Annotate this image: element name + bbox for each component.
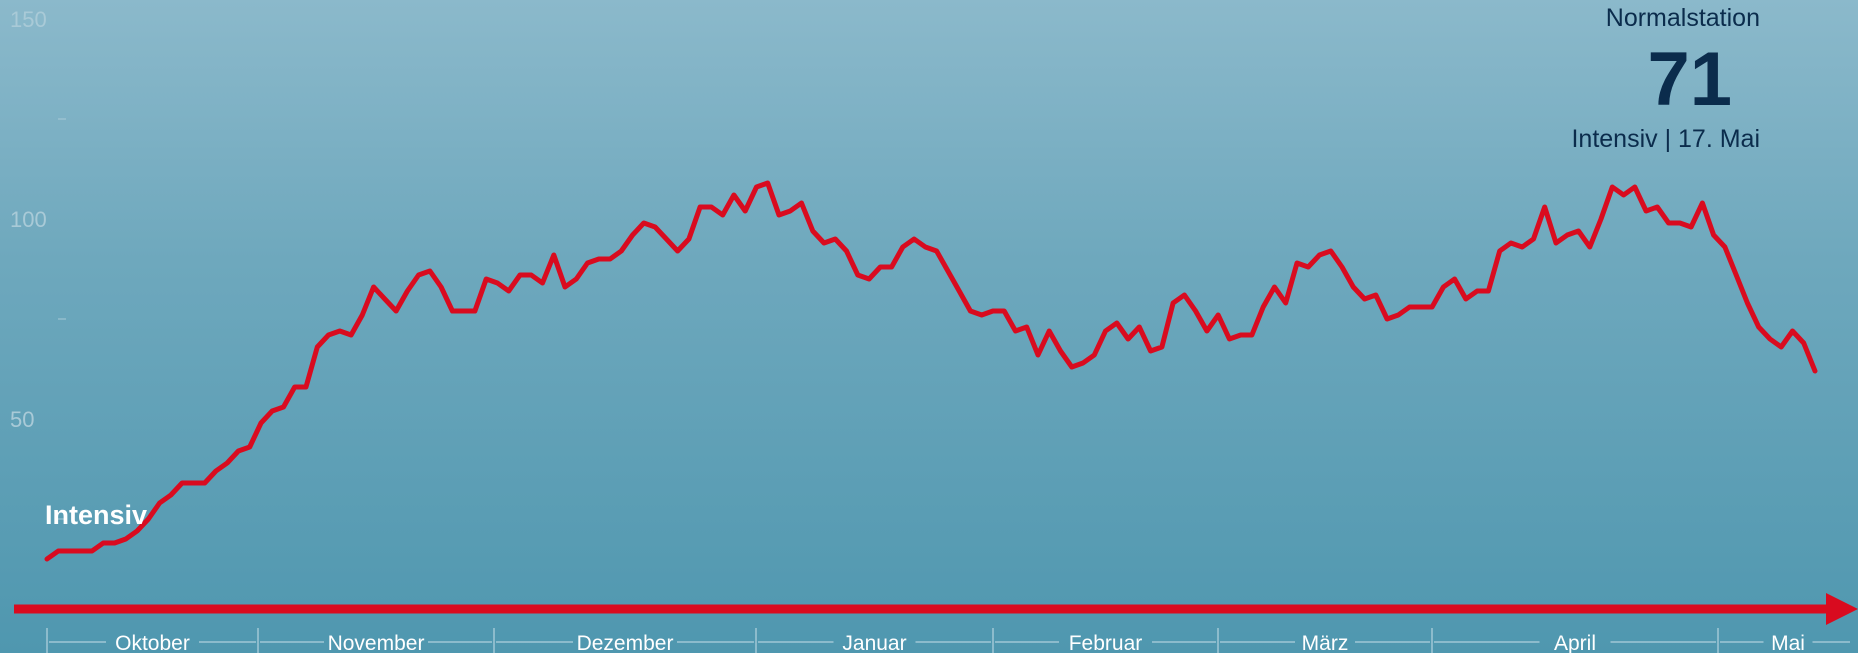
x-axis-arrow — [14, 593, 1858, 625]
y-tick-label: 50 — [10, 407, 34, 432]
panel-subtitle: Intensiv | 17. Mai — [1571, 125, 1760, 153]
x-tick-label: März — [1302, 632, 1349, 653]
x-axis: Oktober November Dezember Januar Februar März… — [46, 628, 1850, 653]
x-tick-label: Januar — [842, 632, 906, 653]
series-label: Intensiv — [45, 500, 147, 530]
x-tick-label: Dezember — [577, 632, 674, 653]
x-tick-label: Oktober — [115, 632, 190, 653]
y-tick-label: 150 — [10, 7, 47, 32]
x-tick-label: November — [328, 632, 425, 653]
y-axis: 50 100 150 — [10, 7, 66, 520]
summary-panel: Normalstation 71 Intensiv | 17. Mai — [1571, 0, 1760, 154]
panel-value: 71 — [1647, 37, 1732, 122]
series-line-intensiv — [44, 180, 1818, 562]
panel-title: Normalstation — [1605, 4, 1760, 32]
x-tick-label: April — [1554, 632, 1596, 653]
x-tick-label: Mai — [1771, 632, 1805, 653]
x-tick-label: Februar — [1069, 632, 1143, 653]
y-tick-label: 100 — [10, 207, 47, 232]
